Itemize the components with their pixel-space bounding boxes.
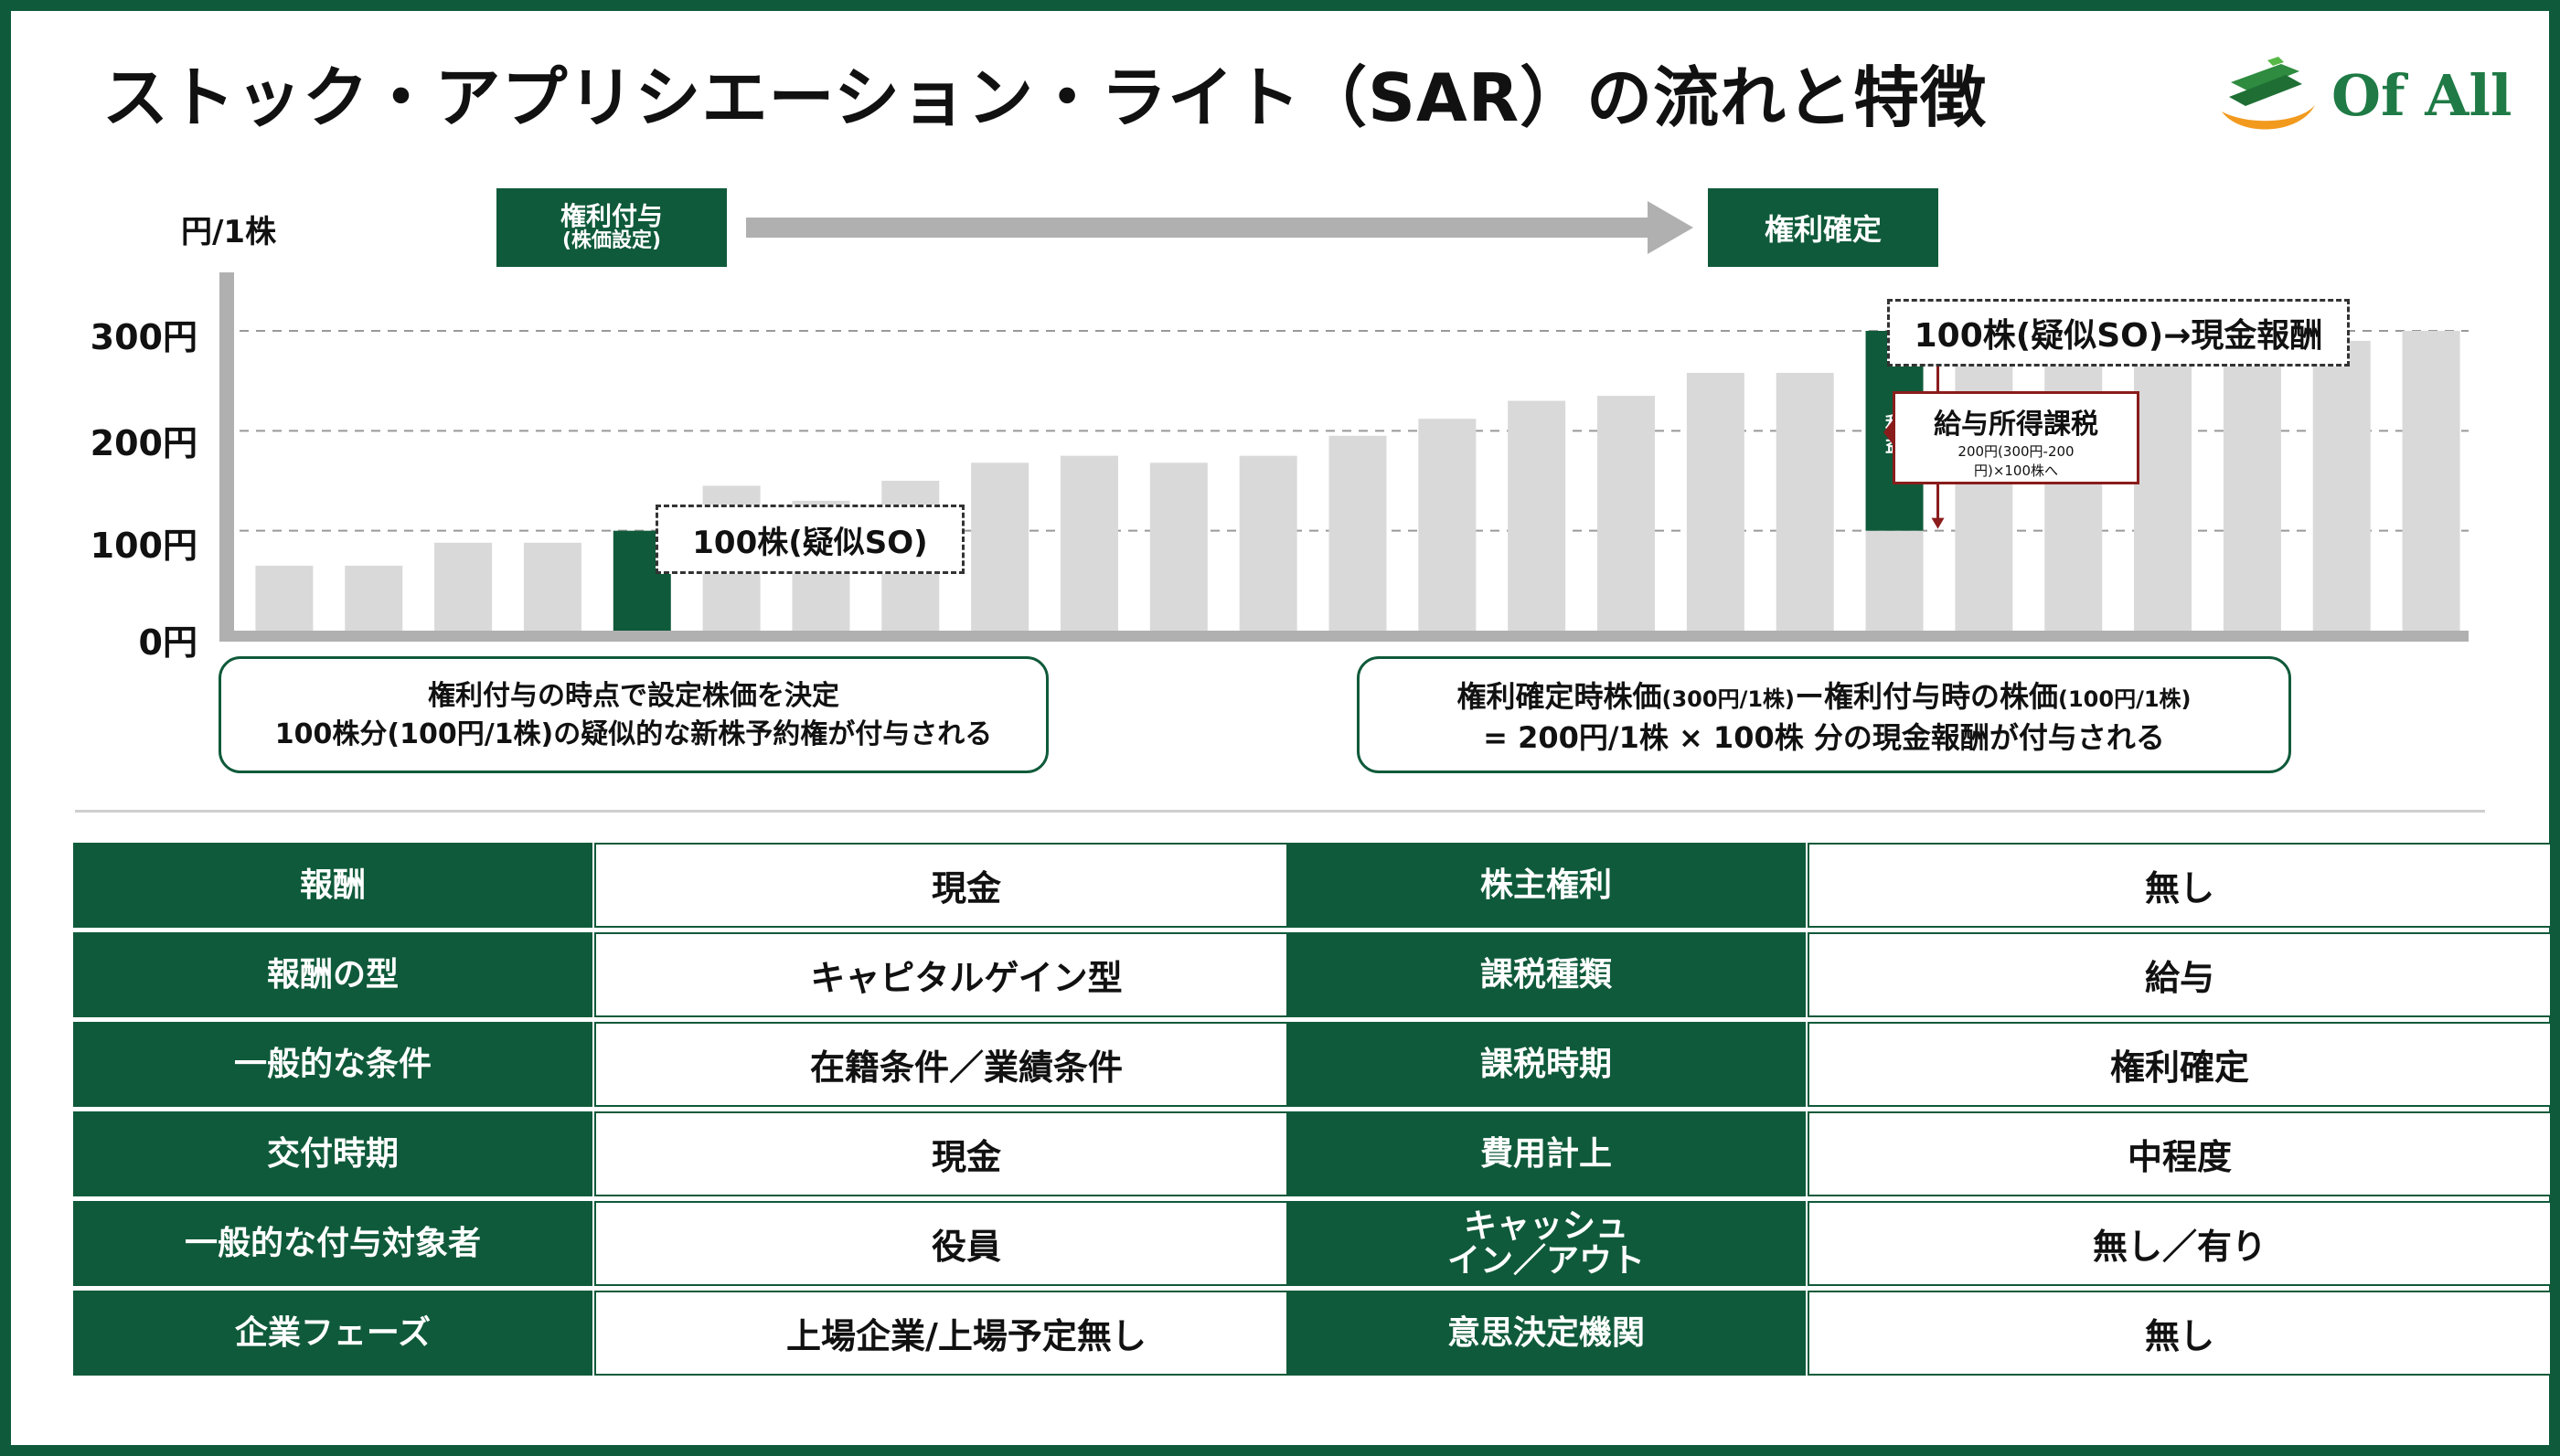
vest-note-part-d: (100円/1株) bbox=[2058, 686, 2192, 712]
vest-note-line-1: 権利確定時株価(300円/1株)ー権利付与時の株価(100円/1株) bbox=[1360, 677, 2288, 718]
bar bbox=[1328, 435, 1387, 631]
row-label: 一般的な条件 bbox=[73, 1022, 592, 1107]
row-label: 企業フェーズ bbox=[73, 1291, 592, 1376]
row-label: 費用計上 bbox=[1286, 1111, 1806, 1196]
bar bbox=[523, 542, 581, 631]
row-value: 現金 bbox=[594, 1111, 1339, 1196]
vest-phase-label: 権利確定 bbox=[1764, 212, 1882, 247]
bar bbox=[2402, 331, 2460, 631]
timeline-arrow-shaft bbox=[746, 218, 1653, 238]
tax-callout-title: 給与所得課税 bbox=[1934, 409, 2098, 441]
row-value: 給与 bbox=[1808, 932, 2552, 1017]
bar bbox=[2044, 340, 2103, 631]
y-axis bbox=[219, 272, 234, 640]
bar bbox=[345, 565, 403, 631]
bar bbox=[1418, 419, 1477, 631]
bar bbox=[2223, 340, 2281, 631]
row-value: 権利確定 bbox=[1808, 1022, 2552, 1107]
company-logo: Of All bbox=[2213, 55, 2514, 137]
bar bbox=[1776, 372, 1834, 631]
row-label: 報酬 bbox=[73, 843, 592, 928]
vest-note-line-2: = 200円/1株 × 100株 分の現金報酬が付与される bbox=[1483, 720, 2165, 755]
bar bbox=[1060, 455, 1118, 631]
row-label: 課税種類 bbox=[1286, 932, 1806, 1017]
y-axis-unit: 円/1株 bbox=[181, 214, 277, 250]
y-tick-0: 0円 bbox=[138, 622, 197, 663]
vest-phase-box: 権利確定 bbox=[1708, 188, 1938, 267]
tax-callout-detail-2: 円)×100株へ bbox=[1973, 462, 2059, 479]
tax-callout: 給与所得課税 200円(300円-200 円)×100株へ bbox=[1893, 391, 2139, 484]
row-label: キャッシュ イン／アウト bbox=[1286, 1201, 1806, 1286]
row-value: 無し／有り bbox=[1808, 1201, 2552, 1286]
bar bbox=[1597, 396, 1656, 631]
grant-note-line-2: 100株分(100円/1株)の疑似的な新株予約権が付与される bbox=[274, 718, 993, 750]
vest-shares-callout: 100株(疑似SO)→現金報酬 bbox=[1887, 299, 2350, 367]
row-value: 無し bbox=[1808, 1291, 2552, 1376]
grant-phase-sublabel: (株価設定) bbox=[561, 229, 662, 252]
grant-note: 権利付与の時点で設定株価を決定 100株分(100円/1株)の疑似的な新株予約権… bbox=[219, 656, 1049, 773]
y-tick-300: 300円 bbox=[90, 317, 197, 357]
row-label: 報酬の型 bbox=[73, 932, 592, 1017]
bar bbox=[1955, 340, 2013, 631]
profit-arrow-down-icon bbox=[1931, 517, 1945, 529]
page-title: ストック・アプリシエーション・ライト（SAR）の流れと特徴 bbox=[102, 59, 1988, 136]
logo-text: Of All bbox=[2331, 62, 2512, 129]
bar bbox=[2312, 340, 2371, 631]
row-value: 役員 bbox=[594, 1201, 1339, 1286]
bar bbox=[255, 565, 314, 631]
row-value: 中程度 bbox=[1808, 1111, 2552, 1196]
bar bbox=[971, 462, 1029, 631]
vest-note-part-b: (300円/1株) bbox=[1661, 686, 1796, 712]
bar bbox=[1149, 462, 1208, 631]
grant-shares-callout: 100株(疑似SO) bbox=[656, 505, 965, 574]
row-value: 上場企業/上場予定無し bbox=[594, 1291, 1339, 1376]
bar bbox=[2134, 340, 2192, 631]
vest-note-part-a: 権利確定時株価 bbox=[1456, 679, 1662, 714]
tax-callout-detail-1: 200円(300円-200 bbox=[1957, 443, 2075, 460]
row-value: 現金 bbox=[594, 843, 1339, 928]
row-label: 一般的な付与対象者 bbox=[73, 1201, 592, 1286]
bar bbox=[1239, 455, 1297, 631]
section-divider bbox=[75, 810, 2485, 813]
timeline-arrow-icon bbox=[1648, 201, 1693, 254]
grant-phase-label: 権利付与 bbox=[560, 201, 663, 231]
row-value: 無し bbox=[1808, 843, 2552, 928]
grant-note-line-1: 権利付与の時点で設定株価を決定 bbox=[428, 680, 839, 712]
vest-note-part-c: ー権利付与時の株価 bbox=[1795, 679, 2059, 714]
x-axis bbox=[219, 631, 2469, 642]
row-value: キャピタルゲイン型 bbox=[594, 932, 1339, 1017]
vest-note: 権利確定時株価(300円/1株)ー権利付与時の株価(100円/1株) = 200… bbox=[1357, 656, 2291, 773]
row-label: 交付時期 bbox=[73, 1111, 592, 1196]
bar bbox=[1508, 400, 1566, 631]
grant-phase-box: 権利付与 (株価設定) bbox=[496, 188, 727, 267]
bar bbox=[434, 542, 493, 631]
y-tick-200: 200円 bbox=[90, 423, 197, 463]
row-label: 課税時期 bbox=[1286, 1022, 1806, 1107]
row-label: 意思決定機関 bbox=[1286, 1291, 1806, 1376]
bar bbox=[1686, 372, 1744, 631]
bar-base bbox=[1865, 530, 1924, 631]
row-value: 在籍条件／業績条件 bbox=[594, 1022, 1339, 1107]
row-label: 株主権利 bbox=[1286, 843, 1806, 928]
logo-mark-icon bbox=[2222, 57, 2315, 130]
y-tick-100: 100円 bbox=[90, 526, 197, 566]
